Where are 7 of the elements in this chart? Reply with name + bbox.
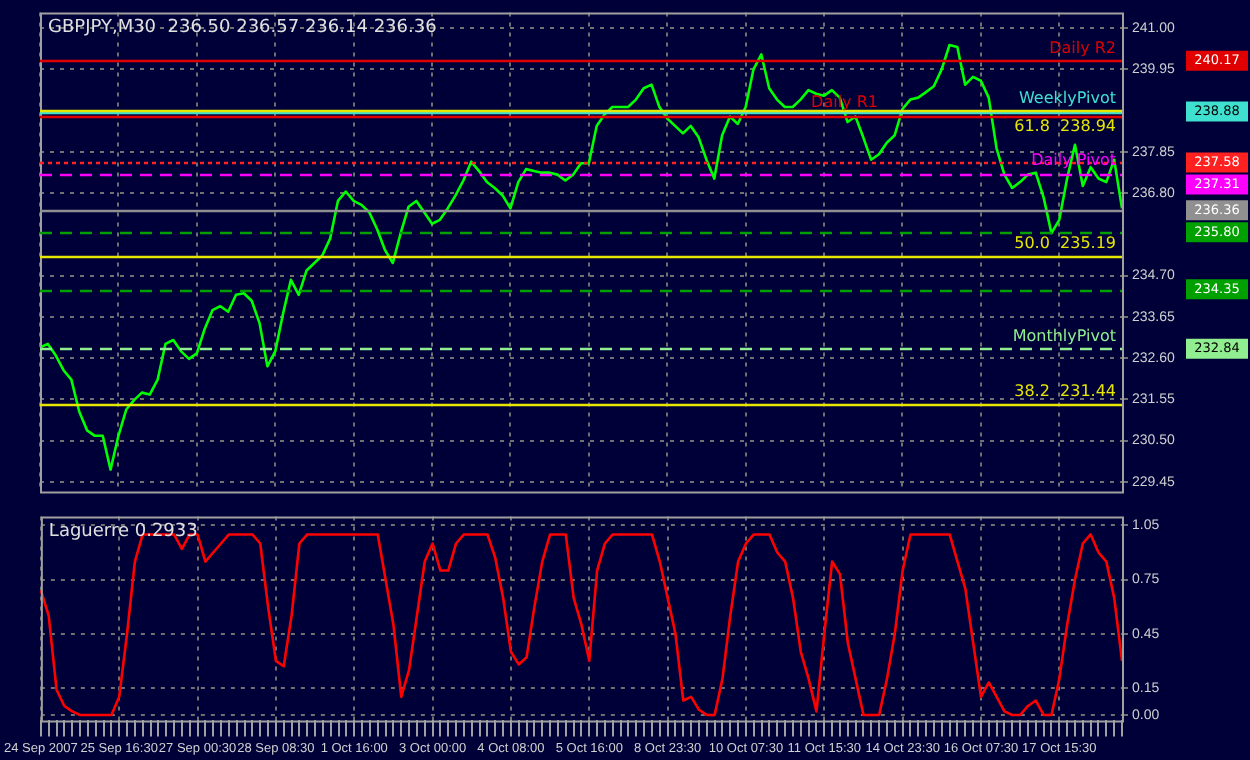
ref-line-label: 50.0 235.19 bbox=[1014, 234, 1116, 253]
ref-line-label: 61.8 238.94 bbox=[1014, 117, 1116, 136]
ref-line-label: MonthlyPivot bbox=[1012, 326, 1117, 345]
ref-line-label: 38.2 231.44 bbox=[1014, 381, 1116, 400]
ref-line-label: Daily R2 bbox=[1049, 38, 1117, 57]
ref-line-label: WeeklyPivot bbox=[1018, 89, 1117, 108]
chart-title: GBPJPY,M30 236.50 236.57 236.14 236.36 bbox=[48, 18, 438, 39]
